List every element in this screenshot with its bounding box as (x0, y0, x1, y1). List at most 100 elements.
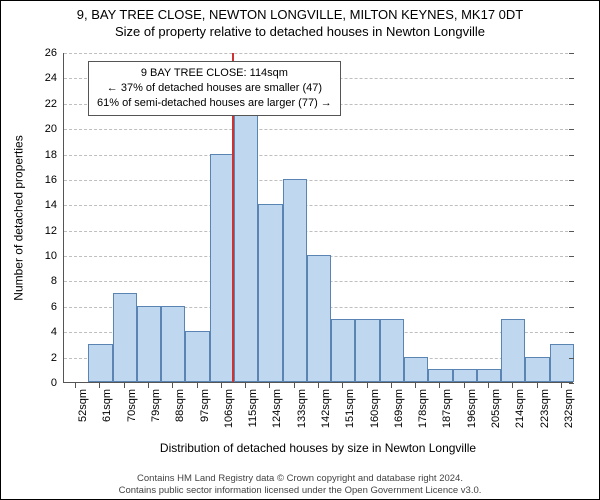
grid-line (64, 155, 573, 156)
y-tick-label: 18 (45, 149, 63, 161)
y-tick-label: 26 (45, 47, 63, 59)
title-line-2: Size of property relative to detached ho… (1, 24, 599, 41)
y-tick-mark (569, 281, 574, 282)
grid-line (64, 129, 573, 130)
histogram-bar (113, 293, 137, 382)
histogram-bar (428, 369, 452, 382)
x-tick-mark (245, 383, 246, 388)
x-tick-label: 151sqm (344, 389, 356, 428)
x-tick-mark (488, 383, 489, 388)
x-tick-label: 79sqm (150, 389, 162, 422)
y-tick-mark (569, 358, 574, 359)
title-line-1: 9, BAY TREE CLOSE, NEWTON LONGVILLE, MIL… (1, 7, 599, 24)
y-tick-label: 22 (45, 98, 63, 110)
grid-line (64, 205, 573, 206)
y-tick-mark (569, 155, 574, 156)
x-tick-label: 178sqm (417, 389, 429, 428)
x-tick-mark (294, 383, 295, 388)
chart-title: 9, BAY TREE CLOSE, NEWTON LONGVILLE, MIL… (1, 1, 599, 41)
y-tick-label: 6 (51, 301, 63, 313)
y-tick-mark (569, 307, 574, 308)
x-tick-mark (464, 383, 465, 388)
plot-area: 9 BAY TREE CLOSE: 114sqm ← 37% of detach… (63, 53, 573, 383)
x-tick-mark (318, 383, 319, 388)
x-tick-mark (221, 383, 222, 388)
histogram-bar (161, 306, 185, 382)
y-tick-label: 2 (51, 352, 63, 364)
callout-box: 9 BAY TREE CLOSE: 114sqm ← 37% of detach… (88, 61, 341, 116)
x-tick-label: 187sqm (441, 389, 453, 428)
histogram-bar (525, 357, 549, 382)
x-tick-label: 160sqm (369, 389, 381, 428)
y-tick-label: 4 (51, 326, 63, 338)
x-tick-mark (561, 383, 562, 388)
footer-line-1: Contains HM Land Registry data © Crown c… (1, 473, 599, 485)
histogram-bar (258, 204, 282, 382)
y-tick-mark (569, 180, 574, 181)
y-tick-mark (569, 129, 574, 130)
x-tick-label: 133sqm (296, 389, 308, 428)
x-tick-label: 115sqm (247, 389, 259, 427)
histogram-bar (331, 319, 355, 382)
y-tick-label: 20 (45, 123, 63, 135)
x-tick-label: 88sqm (174, 389, 186, 422)
chart-container: 9, BAY TREE CLOSE, NEWTON LONGVILLE, MIL… (0, 0, 600, 500)
x-tick-mark (415, 383, 416, 388)
x-tick-mark (537, 383, 538, 388)
x-tick-label: 232sqm (563, 389, 575, 428)
x-tick-mark (148, 383, 149, 388)
callout-line-3: 61% of semi-detached houses are larger (… (97, 96, 332, 111)
grid-line (64, 231, 573, 232)
y-tick-mark (569, 78, 574, 79)
x-axis-label: Distribution of detached houses by size … (63, 441, 573, 455)
y-tick-label: 0 (51, 377, 63, 389)
x-tick-label: 205sqm (490, 389, 502, 428)
x-tick-label: 142sqm (320, 389, 332, 428)
x-tick-mark (367, 383, 368, 388)
y-tick-label: 12 (45, 225, 63, 237)
x-tick-mark (99, 383, 100, 388)
x-tick-mark (512, 383, 513, 388)
x-tick-label: 106sqm (223, 389, 235, 428)
y-tick-mark (569, 104, 574, 105)
x-tick-label: 97sqm (199, 389, 211, 422)
histogram-bar (210, 154, 234, 382)
histogram-bar (355, 319, 379, 382)
y-tick-mark (569, 256, 574, 257)
x-tick-mark (269, 383, 270, 388)
x-tick-label: 196sqm (466, 389, 478, 428)
footer-line-2: Contains public sector information licen… (1, 485, 599, 497)
x-tick-mark (124, 383, 125, 388)
histogram-bar (404, 357, 428, 382)
y-tick-label: 16 (45, 174, 63, 186)
histogram-bar (307, 255, 331, 382)
y-tick-mark (569, 383, 574, 384)
y-tick-label: 8 (51, 275, 63, 287)
y-tick-label: 24 (45, 72, 63, 84)
x-tick-mark (172, 383, 173, 388)
y-tick-label: 14 (45, 199, 63, 211)
callout-line-1: 9 BAY TREE CLOSE: 114sqm (97, 66, 332, 81)
x-tick-mark (439, 383, 440, 388)
histogram-bar (550, 344, 574, 382)
histogram-bar (88, 344, 112, 382)
x-tick-mark (342, 383, 343, 388)
x-tick-label: 169sqm (393, 389, 405, 428)
x-tick-mark (75, 383, 76, 388)
x-tick-label: 124sqm (271, 389, 283, 428)
y-tick-mark (569, 205, 574, 206)
footer: Contains HM Land Registry data © Crown c… (1, 473, 599, 497)
y-tick-mark (569, 231, 574, 232)
x-tick-mark (391, 383, 392, 388)
x-tick-label: 61sqm (101, 389, 113, 422)
grid-line (64, 53, 573, 54)
x-tick-label: 52sqm (77, 389, 89, 422)
x-tick-label: 214sqm (514, 389, 526, 428)
histogram-bar (501, 319, 525, 382)
histogram-bar (234, 115, 258, 382)
histogram-bar (137, 306, 161, 382)
x-tick-mark (197, 383, 198, 388)
histogram-bar (185, 331, 209, 382)
x-tick-label: 70sqm (126, 389, 138, 422)
y-tick-mark (569, 53, 574, 54)
